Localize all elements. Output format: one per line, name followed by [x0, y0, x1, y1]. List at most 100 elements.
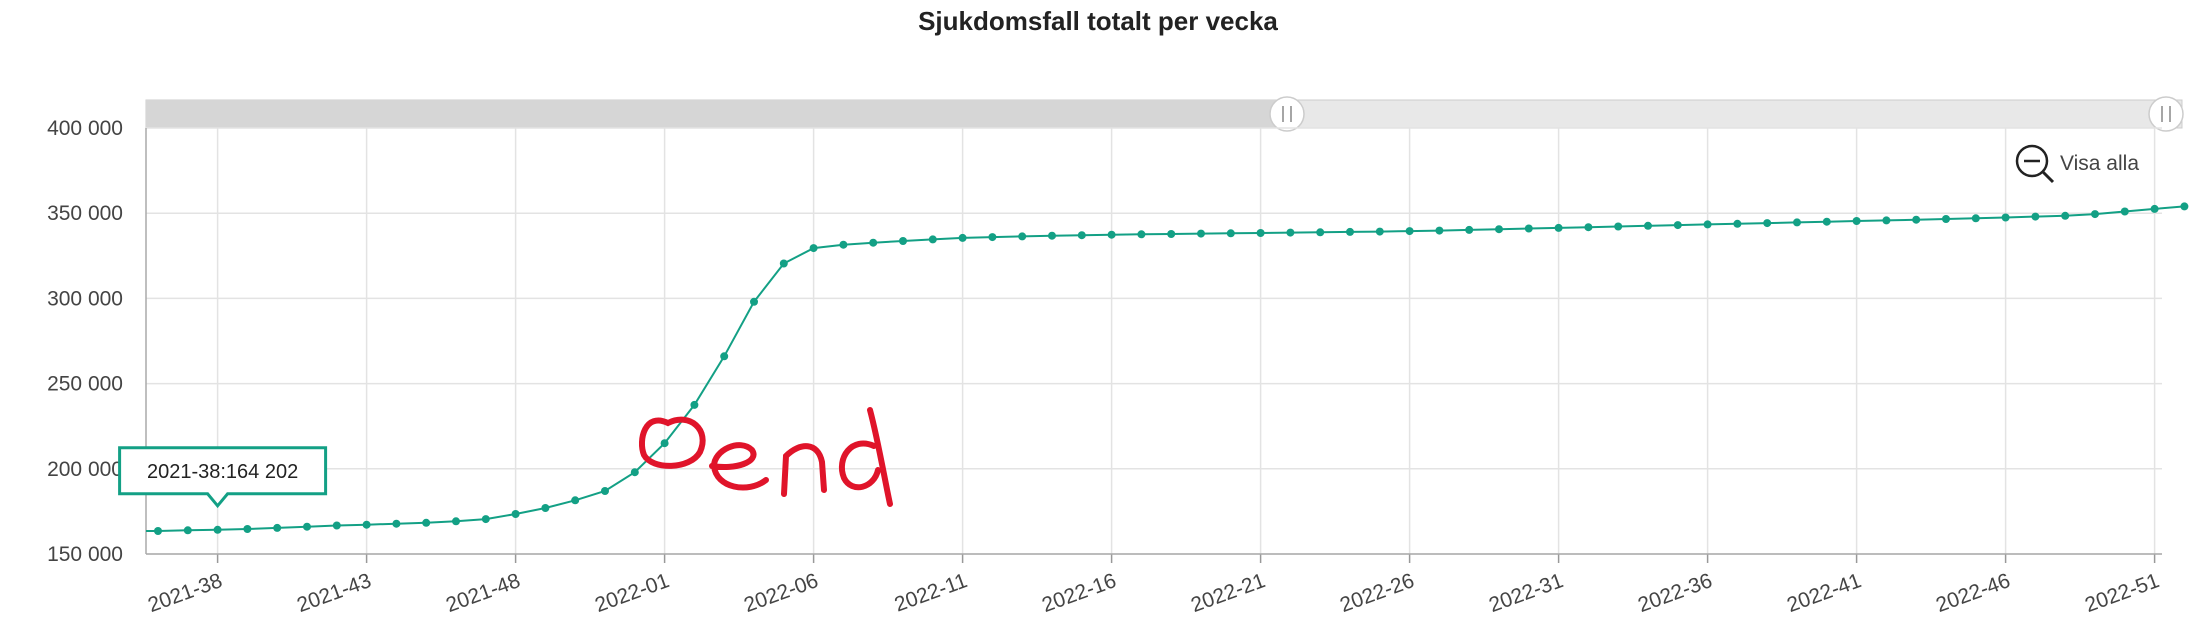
- data-point[interactable]: [1971, 214, 1980, 223]
- data-point[interactable]: [541, 504, 550, 512]
- tooltip-label: 2021-38:164 202: [147, 461, 298, 483]
- x-tick-label: 2022-11: [891, 569, 970, 616]
- data-point[interactable]: [1524, 224, 1533, 233]
- x-tick-label: 2021-38: [145, 569, 225, 617]
- data-point[interactable]: [1256, 229, 1265, 237]
- chart-title: Sjukdomsfall totalt per vecka: [918, 6, 1278, 36]
- data-point[interactable]: [1554, 223, 1563, 232]
- data-point[interactable]: [630, 468, 639, 477]
- data-point[interactable]: [809, 244, 818, 253]
- data-point[interactable]: [1763, 219, 1772, 228]
- data-point[interactable]: [571, 496, 580, 505]
- data-point[interactable]: [1584, 223, 1593, 232]
- x-tick-label: 2022-51: [2082, 569, 2162, 617]
- data-point[interactable]: [1495, 225, 1503, 234]
- reset-zoom-button[interactable]: Visa alla: [2015, 144, 2139, 184]
- data-point[interactable]: [2091, 210, 2099, 219]
- navigator-handle-left[interactable]: [1269, 96, 1305, 132]
- data-point[interactable]: [2180, 202, 2189, 211]
- data-point[interactable]: [690, 400, 699, 409]
- handwritten-annotation: [638, 407, 893, 507]
- x-tick-label: 2022-41: [1784, 569, 1864, 617]
- x-tick-label: 2022-26: [1337, 569, 1417, 617]
- data-point[interactable]: [1882, 216, 1891, 225]
- zoom-out-icon: [2015, 144, 2055, 184]
- data-point[interactable]: [601, 487, 609, 495]
- data-point[interactable]: [1137, 230, 1146, 239]
- data-point[interactable]: [452, 517, 460, 526]
- data-point[interactable]: [1197, 229, 1205, 238]
- data-point[interactable]: [899, 237, 907, 245]
- x-tick-label: 2022-46: [1933, 569, 2013, 617]
- data-point[interactable]: [332, 521, 341, 530]
- data-point[interactable]: [2061, 211, 2070, 220]
- data-point[interactable]: [720, 352, 729, 361]
- data-point[interactable]: [1644, 221, 1652, 230]
- data-point[interactable]: [303, 522, 311, 531]
- data-point[interactable]: [1793, 218, 1801, 227]
- data-point[interactable]: [1077, 231, 1086, 240]
- x-tick-label: 2022-06: [741, 569, 821, 617]
- axes: 150 000 200 000 250 000 300 000 350 000 400 0…: [47, 117, 2162, 617]
- data-point[interactable]: [1673, 221, 1682, 230]
- data-point[interactable]: [1107, 230, 1116, 239]
- data-point[interactable]: [2120, 207, 2129, 216]
- data-point[interactable]: [2150, 204, 2159, 213]
- series: [146, 202, 2189, 535]
- grid: [146, 127, 2162, 555]
- x-tick-label: 2022-21: [1188, 569, 1268, 617]
- navigator-handle-right[interactable]: [2148, 96, 2184, 132]
- data-point[interactable]: [2001, 213, 2010, 222]
- data-point[interactable]: [1822, 217, 1831, 226]
- data-point[interactable]: [392, 519, 401, 528]
- data-point[interactable]: [869, 238, 878, 247]
- data-point[interactable]: [422, 518, 431, 527]
- data-point[interactable]: [362, 520, 371, 529]
- data-point[interactable]: [1286, 228, 1295, 237]
- data-point[interactable]: [511, 510, 520, 518]
- data-point[interactable]: [988, 233, 997, 242]
- data-point[interactable]: [839, 240, 848, 249]
- x-tick-label: 2022-16: [1039, 569, 1119, 617]
- data-point[interactable]: [183, 526, 192, 535]
- data-point[interactable]: [779, 259, 788, 268]
- data-point[interactable]: [928, 235, 937, 244]
- data-point[interactable]: [1942, 215, 1950, 223]
- data-point[interactable]: [660, 439, 669, 448]
- data-point[interactable]: [1733, 219, 1742, 228]
- data-point[interactable]: [481, 515, 490, 524]
- data-point[interactable]: [2031, 212, 2040, 221]
- x-tick-label: 2021-48: [443, 569, 523, 617]
- data-point[interactable]: [243, 525, 252, 533]
- data-point[interactable]: [1703, 220, 1712, 229]
- data-point[interactable]: [1614, 222, 1623, 231]
- data-point[interactable]: [1346, 227, 1354, 236]
- x-tick-label: 2022-31: [1486, 569, 1566, 617]
- series-line: [146, 205, 2185, 532]
- navigator-selected-range[interactable]: [146, 100, 1286, 128]
- data-point[interactable]: [1852, 217, 1861, 225]
- range-navigator[interactable]: [145, 96, 2184, 132]
- data-point[interactable]: [1375, 227, 1384, 236]
- data-point[interactable]: [1048, 231, 1056, 240]
- data-point[interactable]: [213, 525, 222, 534]
- data-point[interactable]: [1405, 227, 1414, 236]
- data-point[interactable]: [958, 233, 967, 242]
- tooltip: 2021-38:164 202: [118, 446, 328, 509]
- data-point[interactable]: [1435, 226, 1444, 235]
- data-point[interactable]: [154, 527, 162, 535]
- y-tick-label: 200 000: [47, 458, 123, 481]
- data-point[interactable]: [1912, 215, 1921, 224]
- data-point[interactable]: [1316, 228, 1325, 237]
- data-point[interactable]: [1018, 232, 1027, 241]
- data-point[interactable]: [1167, 230, 1176, 238]
- x-tick-label: 2022-01: [592, 569, 672, 617]
- y-tick-label: 250 000: [47, 373, 123, 396]
- data-point[interactable]: [750, 297, 758, 306]
- data-point[interactable]: [273, 523, 282, 532]
- reset-zoom-label: Visa alla: [2060, 152, 2139, 175]
- data-point[interactable]: [1226, 229, 1235, 238]
- data-point[interactable]: [1465, 225, 1474, 234]
- y-tick-label: 150 000: [47, 543, 123, 566]
